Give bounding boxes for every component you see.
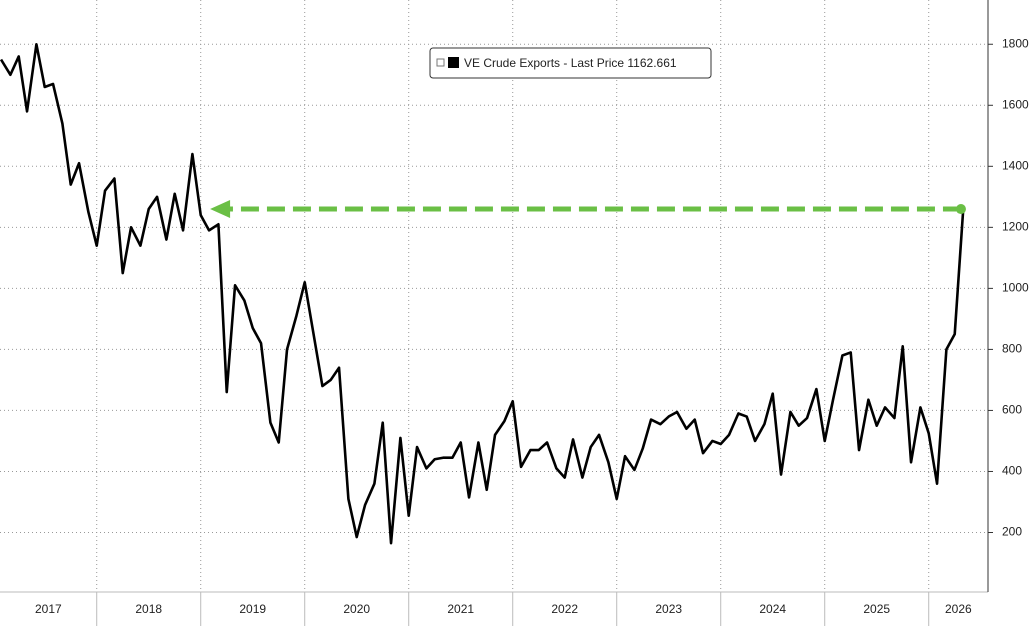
- y-tick-label: 200: [1002, 525, 1022, 539]
- y-tick-label: 400: [1002, 464, 1022, 478]
- legend-box: [429, 47, 712, 79]
- x-tick-label: 2023: [655, 602, 682, 616]
- y-tick-label: 1000: [1002, 281, 1029, 295]
- legend-toggle: [436, 58, 445, 67]
- y-tick-label: 800: [1002, 342, 1022, 356]
- x-tick-label: 2026: [945, 602, 972, 616]
- y-tick-label: 1200: [1002, 220, 1029, 234]
- legend-swatch: [448, 57, 459, 68]
- y-tick-label: 1800: [1002, 36, 1029, 50]
- legend-label: VE Crude Exports - Last Price 1162.661: [464, 56, 677, 70]
- arrow-start: [955, 204, 966, 215]
- legend: VE Crude Exports - Last Price 1162.661: [429, 47, 712, 79]
- line-series: [0, 42, 965, 545]
- x-tick-label: 2021: [447, 602, 474, 616]
- x-tick-label: 2024: [759, 602, 786, 616]
- x-tick-label: 2019: [239, 602, 266, 616]
- x-tick-label: 2018: [135, 602, 162, 616]
- x-tick-label: 2017: [35, 602, 62, 616]
- y-tick-label: 1400: [1002, 158, 1029, 172]
- x-tick-label: 2020: [343, 602, 370, 616]
- x-tick-label: 2022: [551, 602, 578, 616]
- y-tick-label: 600: [1002, 403, 1022, 417]
- arrow-head: [210, 200, 231, 219]
- x-tick-label: 2025: [863, 602, 890, 616]
- y-tick-label: 1600: [1002, 97, 1029, 111]
